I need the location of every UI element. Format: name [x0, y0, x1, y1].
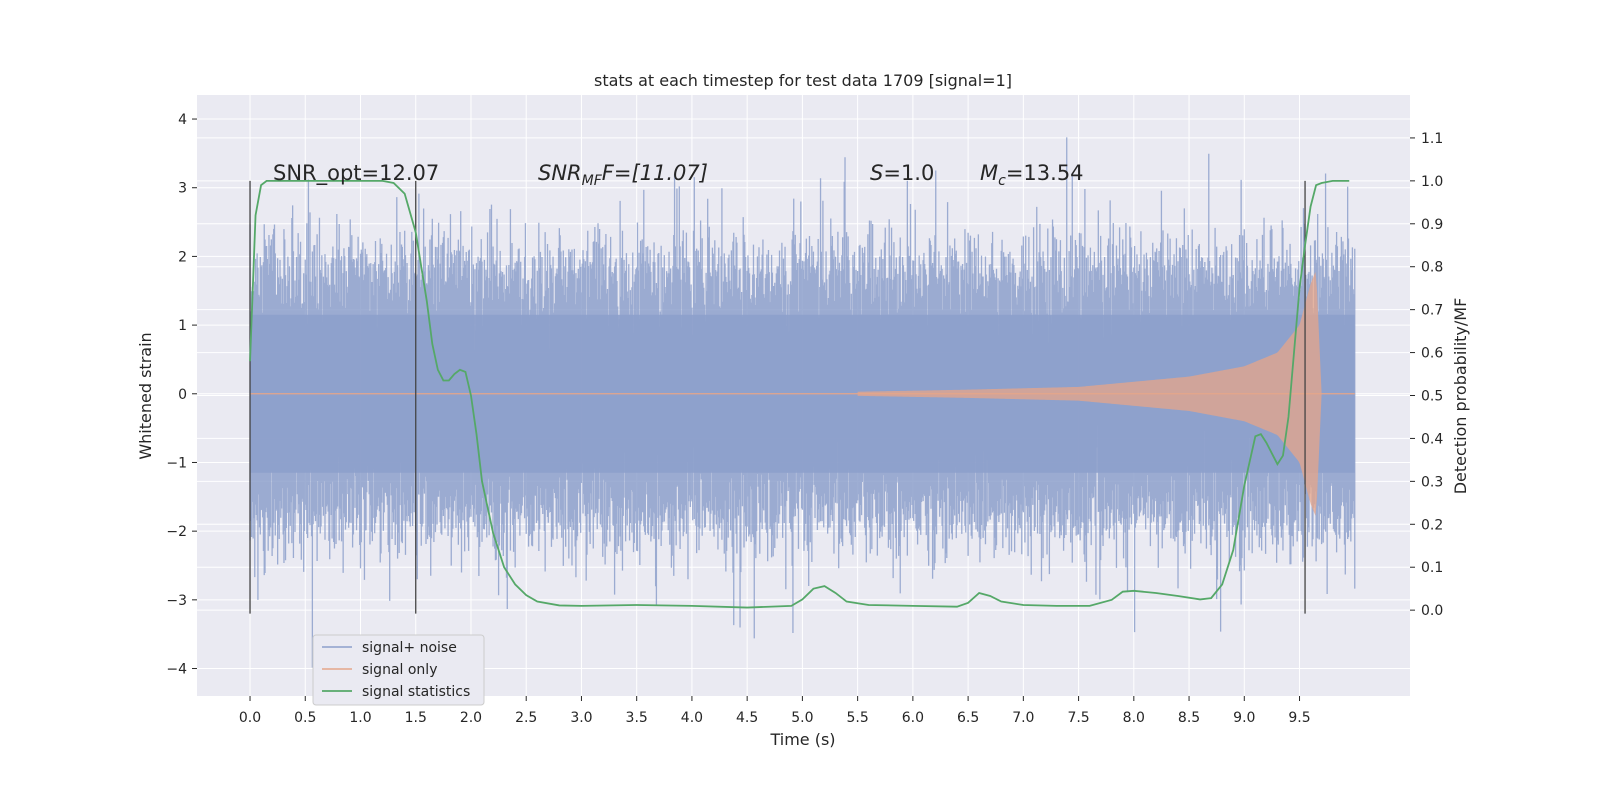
y-right-tick-label-4: 0.4: [1421, 431, 1443, 447]
y-right-tick-label-1: 0.1: [1421, 560, 1443, 576]
y-right-tick-label-11: 1.1: [1421, 131, 1443, 147]
x-tick-label-6: 3.0: [570, 710, 592, 726]
marker-lines: [249, 180, 1306, 614]
x-tick-label-14: 7.0: [1012, 710, 1034, 726]
y-right-tick-label-0: 0.0: [1421, 603, 1443, 619]
y-axis-left-ticks: −4 −3 −2 −1 0 1 2 3 4: [166, 112, 197, 678]
y-axis-left-label: Whitened strain: [136, 332, 155, 459]
legend-label-signal-statistics: signal statistics: [362, 684, 470, 700]
x-tick-label-8: 4.0: [681, 710, 703, 726]
x-tick-label-1: 0.5: [294, 710, 316, 726]
x-tick-label-3: 1.5: [405, 710, 427, 726]
y-left-tick-label-8: 4: [178, 112, 187, 128]
y-left-tick-label-5: 1: [178, 318, 187, 334]
legend-label-signal-only: signal only: [362, 662, 437, 678]
y-right-tick-label-10: 1.0: [1421, 174, 1443, 190]
x-tick-label-0: 0.0: [239, 710, 261, 726]
y-right-tick-label-9: 0.9: [1421, 217, 1443, 233]
x-tick-label-11: 5.5: [846, 710, 868, 726]
x-tick-label-10: 5.0: [791, 710, 813, 726]
y-axis-right-ticks: 0.0 0.1 0.2 0.3 0.4 0.5 0.6 0.7 0.8 0.9 1.0 1.1: [1410, 131, 1443, 619]
y-left-tick-label-4: 0: [178, 387, 187, 403]
series-signal-statistics: [249, 179, 1350, 609]
annotation-s: S=1.0: [870, 161, 934, 185]
y-left-tick-label-3: −1: [166, 455, 187, 471]
x-tick-label-9: 4.5: [736, 710, 758, 726]
y-right-tick-label-7: 0.7: [1421, 303, 1443, 319]
x-tick-label-18: 9.0: [1233, 710, 1255, 726]
y-right-tick-label-8: 0.8: [1421, 260, 1443, 276]
y-left-tick-label-0: −4: [166, 662, 187, 678]
series-signal-only: [250, 271, 1355, 516]
y-left-tick-label-7: 3: [178, 181, 187, 197]
x-tick-label-13: 6.5: [957, 710, 979, 726]
chart-title: stats at each timestep for test data 170…: [594, 71, 1012, 90]
legend-box: [312, 634, 485, 706]
x-axis-label: Time (s): [769, 730, 835, 749]
x-tick-label-16: 8.0: [1123, 710, 1145, 726]
x-tick-label-19: 9.5: [1288, 710, 1310, 726]
annotation-mc: Mc=13.54: [980, 161, 1084, 189]
y-right-tick-label-5: 0.5: [1421, 389, 1443, 405]
y-right-tick-label-3: 0.3: [1421, 474, 1443, 490]
legend-label-signal-plus-noise: signal+ noise: [362, 640, 457, 656]
y-left-tick-label-1: −3: [166, 593, 187, 609]
x-tick-label-17: 8.5: [1178, 710, 1200, 726]
y-axis-right-label: Detection probability/MF: [1451, 298, 1470, 495]
x-tick-label-12: 6.0: [902, 710, 924, 726]
x-tick-label-5: 2.5: [515, 710, 537, 726]
annotation-snr-mf: SNRMFF=[11.07]: [538, 161, 708, 189]
x-tick-label-4: 2.0: [460, 710, 482, 726]
x-tick-label-2: 1.0: [349, 710, 371, 726]
y-left-tick-label-2: −2: [166, 524, 187, 540]
annotation-snr-opt: SNR_opt=12.07: [273, 161, 439, 186]
legend: signal+ noise signal only signal statist…: [312, 634, 485, 706]
x-tick-label-7: 3.5: [626, 710, 648, 726]
x-axis-ticks: 0.0 0.5 1.0 1.5 2.0 2.5 3.0 3.5 4.0 4.5 5.0 5.5 6.0 6…: [239, 696, 1311, 726]
x-tick-label-15: 7.5: [1067, 710, 1089, 726]
y-left-tick-label-6: 2: [178, 249, 187, 265]
y-right-tick-label-2: 0.2: [1421, 517, 1443, 533]
y-right-tick-label-6: 0.6: [1421, 346, 1443, 362]
